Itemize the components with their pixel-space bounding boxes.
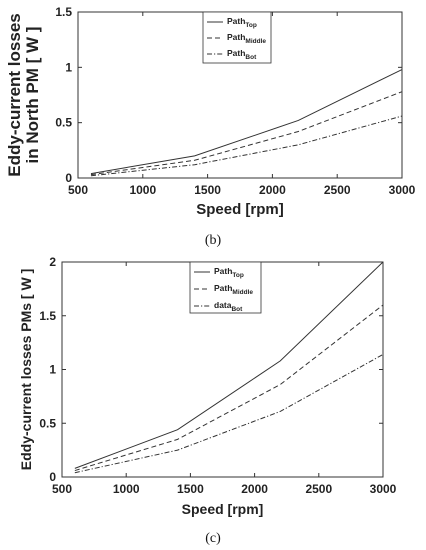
series-line-top <box>74 261 384 469</box>
x-tick-label: 500 <box>68 183 88 197</box>
legend-entry-subscript: Top <box>232 272 243 279</box>
series-line-bot <box>90 115 403 177</box>
legend-box <box>202 11 272 64</box>
legend-box <box>189 261 262 314</box>
x-tick-label: 1500 <box>194 183 221 197</box>
chart-2: 500 1000 1500 2000 2500 300000.511.52PathTopP… <box>18 255 397 546</box>
x-tick-label: 2500 <box>305 482 332 496</box>
series-line-top <box>90 69 403 175</box>
legend-entry-subscript: Bot <box>245 54 257 61</box>
x-tick-label: 2000 <box>241 482 268 496</box>
legend-entry-subscript: Middle <box>232 289 253 296</box>
y-axis-label: Eddy-current losses <box>5 13 24 176</box>
y-tick-label: 0 <box>49 470 56 484</box>
y-tick-label: 0.5 <box>55 116 72 130</box>
series-line-bot <box>74 354 384 474</box>
x-tick-label: 1000 <box>113 482 140 496</box>
y-tick-label: 1.5 <box>39 309 56 323</box>
series-line-middle <box>74 304 384 472</box>
x-axis-label: Speed [rpm] <box>182 501 264 517</box>
x-tick-label: 3000 <box>389 183 416 197</box>
y-tick-label: 0.5 <box>39 416 56 430</box>
legend-entry-subscript: Middle <box>245 38 266 45</box>
legend-entry-subscript: Bot <box>231 306 243 313</box>
x-axis-label: Speed [rpm] <box>196 201 284 218</box>
x-tick-label: 1500 <box>177 482 204 496</box>
x-tick-label: 2500 <box>324 183 351 197</box>
y-tick-label: 0 <box>65 171 72 185</box>
x-tick-label: 1000 <box>129 183 156 197</box>
series-line-middle <box>90 91 403 176</box>
figure-caption: (c) <box>205 531 221 546</box>
y-tick-label: 2 <box>49 255 56 269</box>
y-tick-label: 1 <box>49 363 56 377</box>
legend-entry-subscript: Top <box>245 22 256 29</box>
chart-1: 500 1000 1500 2000 2500 300000.511.5PathTopPa… <box>5 5 416 248</box>
x-tick-label: 500 <box>52 482 72 496</box>
y-axis-label: in North PM [ W ] <box>23 27 42 164</box>
y-tick-label: 1 <box>65 60 72 74</box>
figure-caption: (b) <box>205 233 222 248</box>
x-tick-label: 3000 <box>370 482 397 496</box>
y-tick-label: 1.5 <box>55 5 72 19</box>
x-tick-label: 2000 <box>259 183 286 197</box>
y-axis-label: Eddy-current losses PMs [ W ] <box>18 269 34 470</box>
